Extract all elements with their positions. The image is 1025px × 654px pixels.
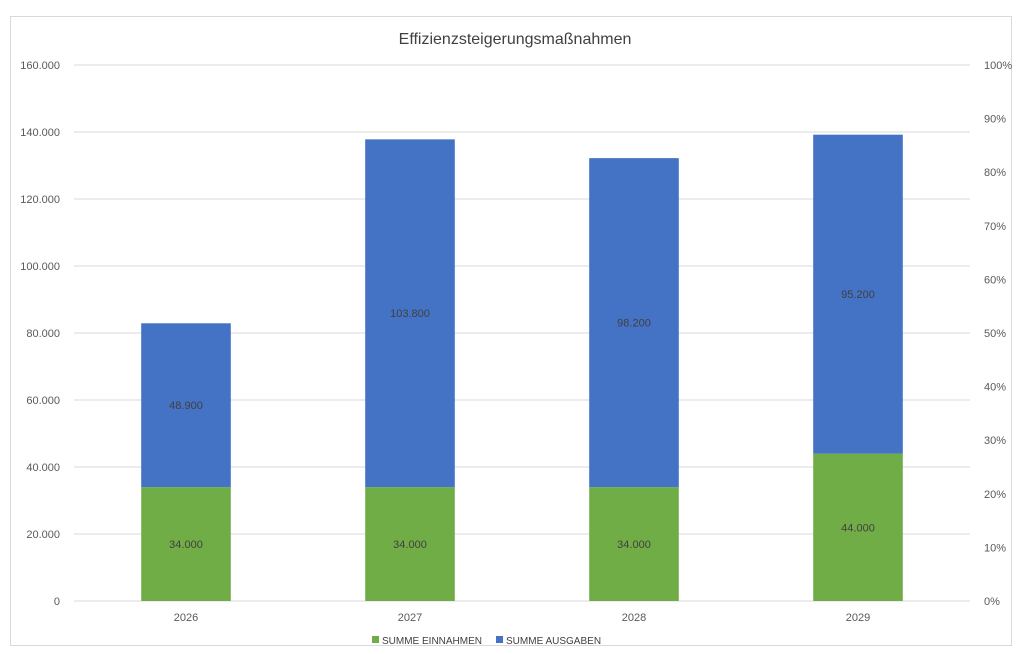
y-tick-label: 80.000 <box>26 328 60 340</box>
data-label: 98.200 <box>617 318 651 330</box>
bar-einnahmen <box>813 453 903 601</box>
data-label: 34.000 <box>617 539 651 551</box>
y-tick-label: 60.000 <box>26 395 60 407</box>
bar-einnahmen <box>141 487 231 601</box>
data-label: 48.900 <box>169 400 203 412</box>
legend-label: SUMME EINNAHMEN <box>382 636 482 647</box>
y2-tick-label: 100% <box>984 60 1012 72</box>
legend-label: SUMME AUSGABEN <box>506 636 601 647</box>
y-tick-label: 160.000 <box>20 60 60 72</box>
y2-tick-label: 40% <box>984 382 1006 394</box>
bar-einnahmen <box>589 487 679 601</box>
y-tick-label: 140.000 <box>20 127 60 139</box>
bar-series: 34.000 48.900 34.000 103.800 34.000 98.200 44.… <box>141 134 903 601</box>
data-label: 44.000 <box>841 522 875 534</box>
legend-swatch <box>496 636 504 643</box>
chart-title: Effizienzsteigerungsmaßnahmen <box>399 31 632 48</box>
y2-tick-label: 70% <box>984 221 1006 233</box>
y2-tick-label: 80% <box>984 167 1006 179</box>
x-axis: 2026 2027 2028 2029 <box>174 612 870 624</box>
y-tick-label: 40.000 <box>26 462 60 474</box>
x-tick-label: 2026 <box>174 612 198 624</box>
x-tick-label: 2029 <box>846 612 870 624</box>
bar-ausgaben <box>813 134 903 454</box>
y2-tick-label: 0% <box>984 596 1000 608</box>
y2-tick-label: 60% <box>984 274 1006 286</box>
x-tick-label: 2027 <box>398 612 422 624</box>
data-label: 34.000 <box>393 539 427 551</box>
bar-ausgaben <box>365 139 455 488</box>
y-axis-right: 0% 10% 20% 30% 40% 50% 60% 70% 80% 90% 100% <box>984 60 1012 608</box>
legend: SUMME EINNAHMEN SUMME AUSGABEN <box>372 636 601 647</box>
y2-tick-label: 20% <box>984 489 1006 501</box>
bar-ausgaben <box>141 323 231 488</box>
y-tick-label: 120.000 <box>20 194 60 206</box>
y-tick-label: 100.000 <box>20 261 60 273</box>
data-label: 103.800 <box>390 308 430 320</box>
y2-tick-label: 10% <box>984 542 1006 554</box>
data-label: 95.200 <box>841 289 875 301</box>
y2-tick-label: 50% <box>984 328 1006 340</box>
bar-ausgaben <box>589 158 679 488</box>
y2-tick-label: 30% <box>984 435 1006 447</box>
y-tick-label: 20.000 <box>26 529 60 541</box>
data-label: 34.000 <box>169 539 203 551</box>
x-tick-label: 2028 <box>622 612 646 624</box>
y-tick-label: 0 <box>54 596 60 608</box>
y2-tick-label: 90% <box>984 114 1006 126</box>
y-axis-left: 0 20.000 40.000 60.000 80.000 100.000 120.000 1… <box>20 60 60 608</box>
bar-einnahmen <box>365 487 455 601</box>
legend-swatch <box>372 636 379 643</box>
